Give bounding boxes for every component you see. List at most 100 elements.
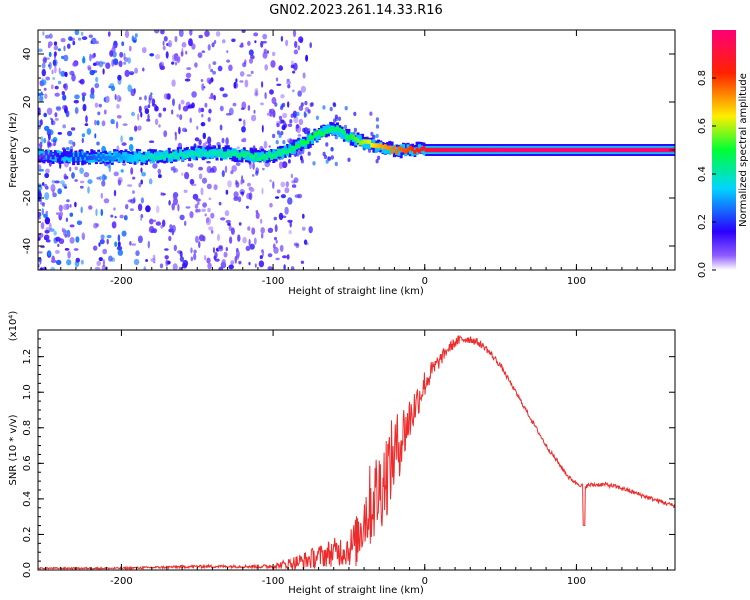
heatmap-cell bbox=[144, 108, 150, 115]
heatmap-cell bbox=[162, 107, 167, 112]
heatmap-cell bbox=[242, 236, 247, 244]
heatmap-cell bbox=[213, 40, 217, 44]
heatmap-ridge-cell bbox=[58, 150, 62, 159]
heatmap-cell bbox=[218, 245, 223, 250]
heatmap-ridge-cell bbox=[508, 147, 512, 153]
heatmap-cell bbox=[185, 206, 191, 209]
heatmap-ridge-cell bbox=[388, 145, 392, 150]
heatmap-ridge-cell bbox=[272, 149, 276, 157]
heatmap-cell bbox=[139, 96, 142, 101]
heatmap-ridge-cell bbox=[645, 147, 649, 153]
heatmap-cell bbox=[141, 171, 147, 177]
heatmap-cell bbox=[189, 163, 194, 168]
heatmap-cell bbox=[280, 130, 284, 136]
heatmap-cell bbox=[124, 30, 130, 38]
heatmap-cell bbox=[334, 116, 338, 122]
heatmap-ridge-cell bbox=[604, 147, 608, 153]
heatmap-cell bbox=[228, 264, 234, 270]
heatmap-cell bbox=[196, 125, 199, 130]
heatmap-cell bbox=[242, 62, 247, 68]
heatmap-cell bbox=[292, 70, 296, 74]
heatmap-cell bbox=[114, 215, 117, 219]
heatmap-ridge-cell bbox=[224, 145, 228, 158]
heatmap-cell bbox=[266, 112, 270, 116]
heatmap-cell bbox=[284, 206, 289, 215]
heatmap-cell bbox=[290, 173, 294, 179]
heatmap-ridge-cell bbox=[563, 147, 567, 153]
heatmap-cell bbox=[80, 31, 84, 36]
heatmap-cell bbox=[132, 176, 136, 180]
heatmap-cell bbox=[221, 170, 225, 178]
heatmap-ridge-cell bbox=[372, 139, 376, 148]
heatmap-cell bbox=[288, 159, 291, 164]
heatmap-y-axis-label: Frequency (Hz) bbox=[8, 112, 19, 188]
heatmap-ridge-cell bbox=[586, 147, 590, 153]
heatmap-cell bbox=[178, 126, 181, 135]
heatmap-cell bbox=[121, 142, 127, 146]
heatmap-cell bbox=[303, 239, 308, 245]
heatmap-ridge-cell bbox=[279, 152, 283, 157]
heatmap-cell bbox=[64, 175, 69, 180]
heatmap-cell bbox=[54, 85, 59, 90]
heatmap-cell bbox=[293, 113, 297, 119]
heatmap-cell bbox=[220, 217, 226, 221]
heatmap-ridge-cell bbox=[427, 147, 430, 153]
heatmap-ridge-cell bbox=[545, 147, 549, 153]
heatmap-cell bbox=[48, 51, 52, 58]
heatmap-cell bbox=[212, 247, 216, 254]
heatmap-cell bbox=[225, 137, 229, 146]
heatmap-cell bbox=[171, 109, 174, 115]
heatmap-ridge-cell bbox=[326, 124, 330, 133]
heatmap-ridge-cell bbox=[456, 147, 460, 153]
heatmap-cell bbox=[293, 49, 299, 55]
heatmap-cell bbox=[212, 70, 217, 75]
heatmap-cell bbox=[54, 51, 57, 57]
heatmap-ridge-cell bbox=[572, 147, 576, 153]
heatmap-cell bbox=[293, 62, 298, 71]
heatmap-cell bbox=[114, 241, 118, 247]
heatmap-ridge-cell bbox=[229, 153, 233, 158]
heatmap-cell bbox=[112, 44, 117, 49]
heatmap-cell bbox=[269, 202, 273, 208]
heatmap-ridge-cell bbox=[320, 132, 324, 137]
heatmap-cell bbox=[200, 122, 206, 127]
heatmap-ridge-cell bbox=[201, 152, 205, 157]
heatmap-cell bbox=[353, 111, 357, 117]
heatmap-ridge-cell bbox=[113, 151, 117, 160]
heatmap-ridge-cell bbox=[172, 151, 176, 156]
heatmap-cell bbox=[246, 74, 252, 77]
heatmap-cell bbox=[287, 197, 293, 205]
heatmap-cell bbox=[190, 247, 193, 254]
heatmap-cell bbox=[179, 256, 184, 262]
heatmap-cell bbox=[263, 48, 267, 54]
heatmap-ridge-cell bbox=[518, 147, 521, 153]
heatmap-cell bbox=[267, 253, 273, 258]
heatmap-ridge-cell bbox=[292, 146, 296, 152]
heatmap-cell bbox=[127, 184, 133, 187]
heatmap-cell bbox=[245, 205, 249, 209]
heatmap-cell bbox=[211, 165, 217, 173]
y-tick-label: -20 bbox=[22, 190, 33, 206]
heatmap-cell bbox=[107, 31, 111, 37]
heatmap-cell bbox=[137, 235, 143, 244]
heatmap-cell bbox=[94, 83, 100, 89]
heatmap-ridge-cell bbox=[374, 144, 378, 153]
heatmap-cell bbox=[140, 179, 143, 185]
heatmap-cell bbox=[222, 93, 228, 98]
heatmap-cell bbox=[63, 54, 69, 62]
heatmap-cell bbox=[94, 266, 101, 270]
heatmap-ridge-cell bbox=[354, 137, 358, 146]
heatmap-ridge-cell bbox=[511, 147, 515, 153]
heatmap-cell bbox=[230, 227, 235, 235]
heatmap-cell bbox=[117, 176, 123, 184]
heatmap-ridge-cell bbox=[531, 147, 535, 153]
heatmap-cell bbox=[252, 162, 255, 170]
heatmap-cell bbox=[158, 112, 162, 118]
heatmap-ridge-cell bbox=[160, 153, 164, 159]
heatmap-cell bbox=[149, 140, 155, 143]
heatmap-cell bbox=[50, 139, 55, 142]
snr-y-multiplier: (x10⁴) bbox=[8, 311, 19, 342]
heatmap-cell bbox=[44, 125, 50, 132]
y-tick-label: 0.2 bbox=[22, 526, 33, 542]
heatmap-cell bbox=[208, 108, 212, 114]
